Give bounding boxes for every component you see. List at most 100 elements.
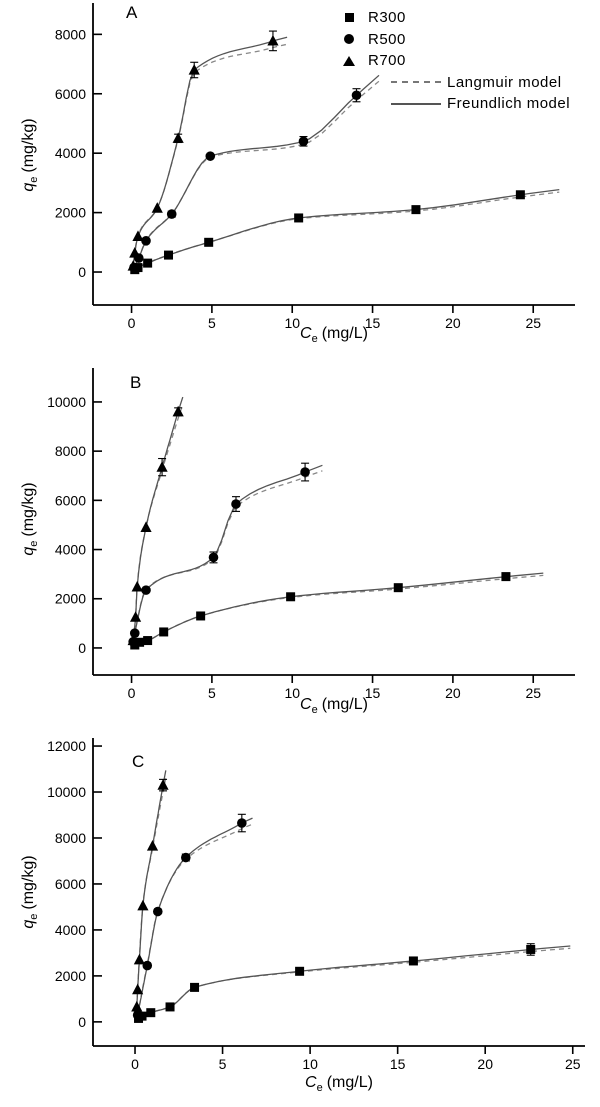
- r700-point: [156, 461, 168, 472]
- r500-freundlich-curve: [132, 464, 323, 642]
- r300-point: [526, 944, 536, 954]
- legend-item-freundlich: Freundlich model: [336, 93, 570, 115]
- r700-point: [140, 521, 152, 533]
- x-tick-label: 25: [525, 685, 541, 701]
- r300-point: [294, 213, 304, 223]
- legend-label-r300: R300: [368, 9, 406, 27]
- dashed-line-icon: [391, 81, 441, 84]
- y-tick-label: 2000: [55, 205, 86, 221]
- r300-freundlich-curve: [138, 945, 571, 1020]
- r300-point: [165, 1002, 175, 1012]
- r500-point: [129, 628, 140, 638]
- r700-point: [188, 63, 200, 75]
- r500-point: [351, 90, 362, 101]
- r700-point: [146, 840, 159, 851]
- y-tick-label: 0: [78, 640, 86, 656]
- r700-point: [137, 899, 149, 911]
- y-tick-label: 4000: [55, 922, 86, 938]
- triangle-marker-icon: [343, 55, 355, 66]
- r300-point: [190, 982, 200, 992]
- legend-item-r700: R700: [336, 50, 570, 72]
- r700-point: [133, 953, 145, 965]
- y-units: (mg/kg): [20, 118, 37, 173]
- legend-item-langmuir: Langmuir model: [336, 72, 570, 94]
- panel-b-x-axis-title: Ce (mg/L): [300, 696, 368, 717]
- panel-c-curves: [136, 770, 571, 1020]
- r300-langmuir-curve: [134, 574, 544, 646]
- r300-point: [408, 956, 418, 966]
- r500-point: [208, 552, 219, 563]
- r700-freundlich-curve: [136, 770, 167, 1007]
- r500-point: [180, 852, 191, 863]
- y-tick-label: 2000: [55, 591, 86, 607]
- r500-langmuir-curve: [132, 470, 323, 642]
- panel-b-label: B: [130, 373, 142, 392]
- r500-point: [142, 960, 153, 971]
- r700-point: [172, 405, 184, 417]
- r700-point: [132, 983, 144, 995]
- legend-label-langmuir: Langmuir model: [447, 73, 562, 91]
- legend-item-r300: R300: [336, 7, 570, 29]
- x-tick-label: 15: [390, 1056, 406, 1072]
- x-tick-label: 15: [365, 315, 381, 331]
- r300-point: [143, 636, 153, 646]
- legend: R300 R500 R700 Langmuir model Freundlich…: [336, 7, 570, 115]
- r500-point: [205, 151, 216, 161]
- r500-point: [152, 906, 163, 917]
- y-tick-label: 4000: [55, 542, 86, 558]
- r300-point: [159, 627, 169, 637]
- r300-point: [393, 583, 403, 593]
- r300-freundlich-curve: [134, 572, 544, 646]
- r300-langmuir-curve: [138, 947, 571, 1019]
- r300-point: [295, 966, 305, 976]
- r700-point: [129, 247, 141, 258]
- r300-point: [146, 1008, 156, 1018]
- x-tick-label: 5: [219, 1056, 227, 1072]
- r300-point: [411, 205, 421, 215]
- square-marker-icon: [344, 13, 354, 23]
- x-tick-label: 10: [302, 1056, 318, 1072]
- y-tick-label: 0: [78, 1014, 86, 1030]
- x-tick-label: 15: [365, 685, 381, 701]
- panel-b-curves: [132, 396, 544, 646]
- x-units: (mg/L): [321, 325, 368, 342]
- panel-c-x-axis-title: Ce (mg/L): [305, 1074, 373, 1095]
- panel-b-plot: 0 5 10 15 20 25 0 2000 4000 6000 8000 10000: [47, 368, 575, 701]
- r700-point: [129, 611, 142, 622]
- r300-point: [515, 190, 525, 200]
- y-tick-label: 10000: [47, 394, 86, 410]
- x-tick-label: 5: [208, 685, 216, 701]
- x-tick-label: 0: [131, 1056, 139, 1072]
- solid-line-icon: [391, 102, 441, 105]
- x-tick-label: 0: [128, 315, 136, 331]
- y-tick-label: 6000: [55, 492, 86, 508]
- r500-point: [231, 499, 241, 509]
- x-sub: e: [311, 333, 318, 346]
- x-tick-label: 5: [208, 315, 216, 331]
- panel-a-label: A: [126, 3, 138, 22]
- r300-freundlich-curve: [134, 188, 560, 271]
- r300-point: [501, 572, 511, 582]
- x-tick-label: 20: [445, 685, 461, 701]
- r700-point: [131, 1000, 143, 1012]
- x-var: C: [300, 325, 312, 342]
- r700-point: [157, 779, 169, 790]
- r300-point: [143, 258, 153, 268]
- panel-b-y-axis-title: qe(mg/kg): [20, 482, 41, 556]
- circle-marker-icon: [344, 34, 354, 45]
- legend-label-freundlich: Freundlich model: [447, 95, 571, 113]
- r300-point: [164, 250, 174, 260]
- y-tick-label: 8000: [55, 830, 86, 846]
- r300-point: [196, 611, 206, 621]
- y-tick-label: 6000: [55, 876, 86, 892]
- legend-item-r500: R500: [336, 29, 570, 51]
- r500-point: [300, 467, 310, 477]
- y-tick-label: 0: [78, 264, 86, 280]
- y-tick-label: 10000: [47, 784, 86, 800]
- x-tick-label: 25: [565, 1056, 581, 1072]
- x-tick-label: 10: [284, 685, 300, 701]
- r300-point: [204, 237, 214, 247]
- r500-point: [237, 818, 247, 828]
- r500-point: [132, 1010, 143, 1020]
